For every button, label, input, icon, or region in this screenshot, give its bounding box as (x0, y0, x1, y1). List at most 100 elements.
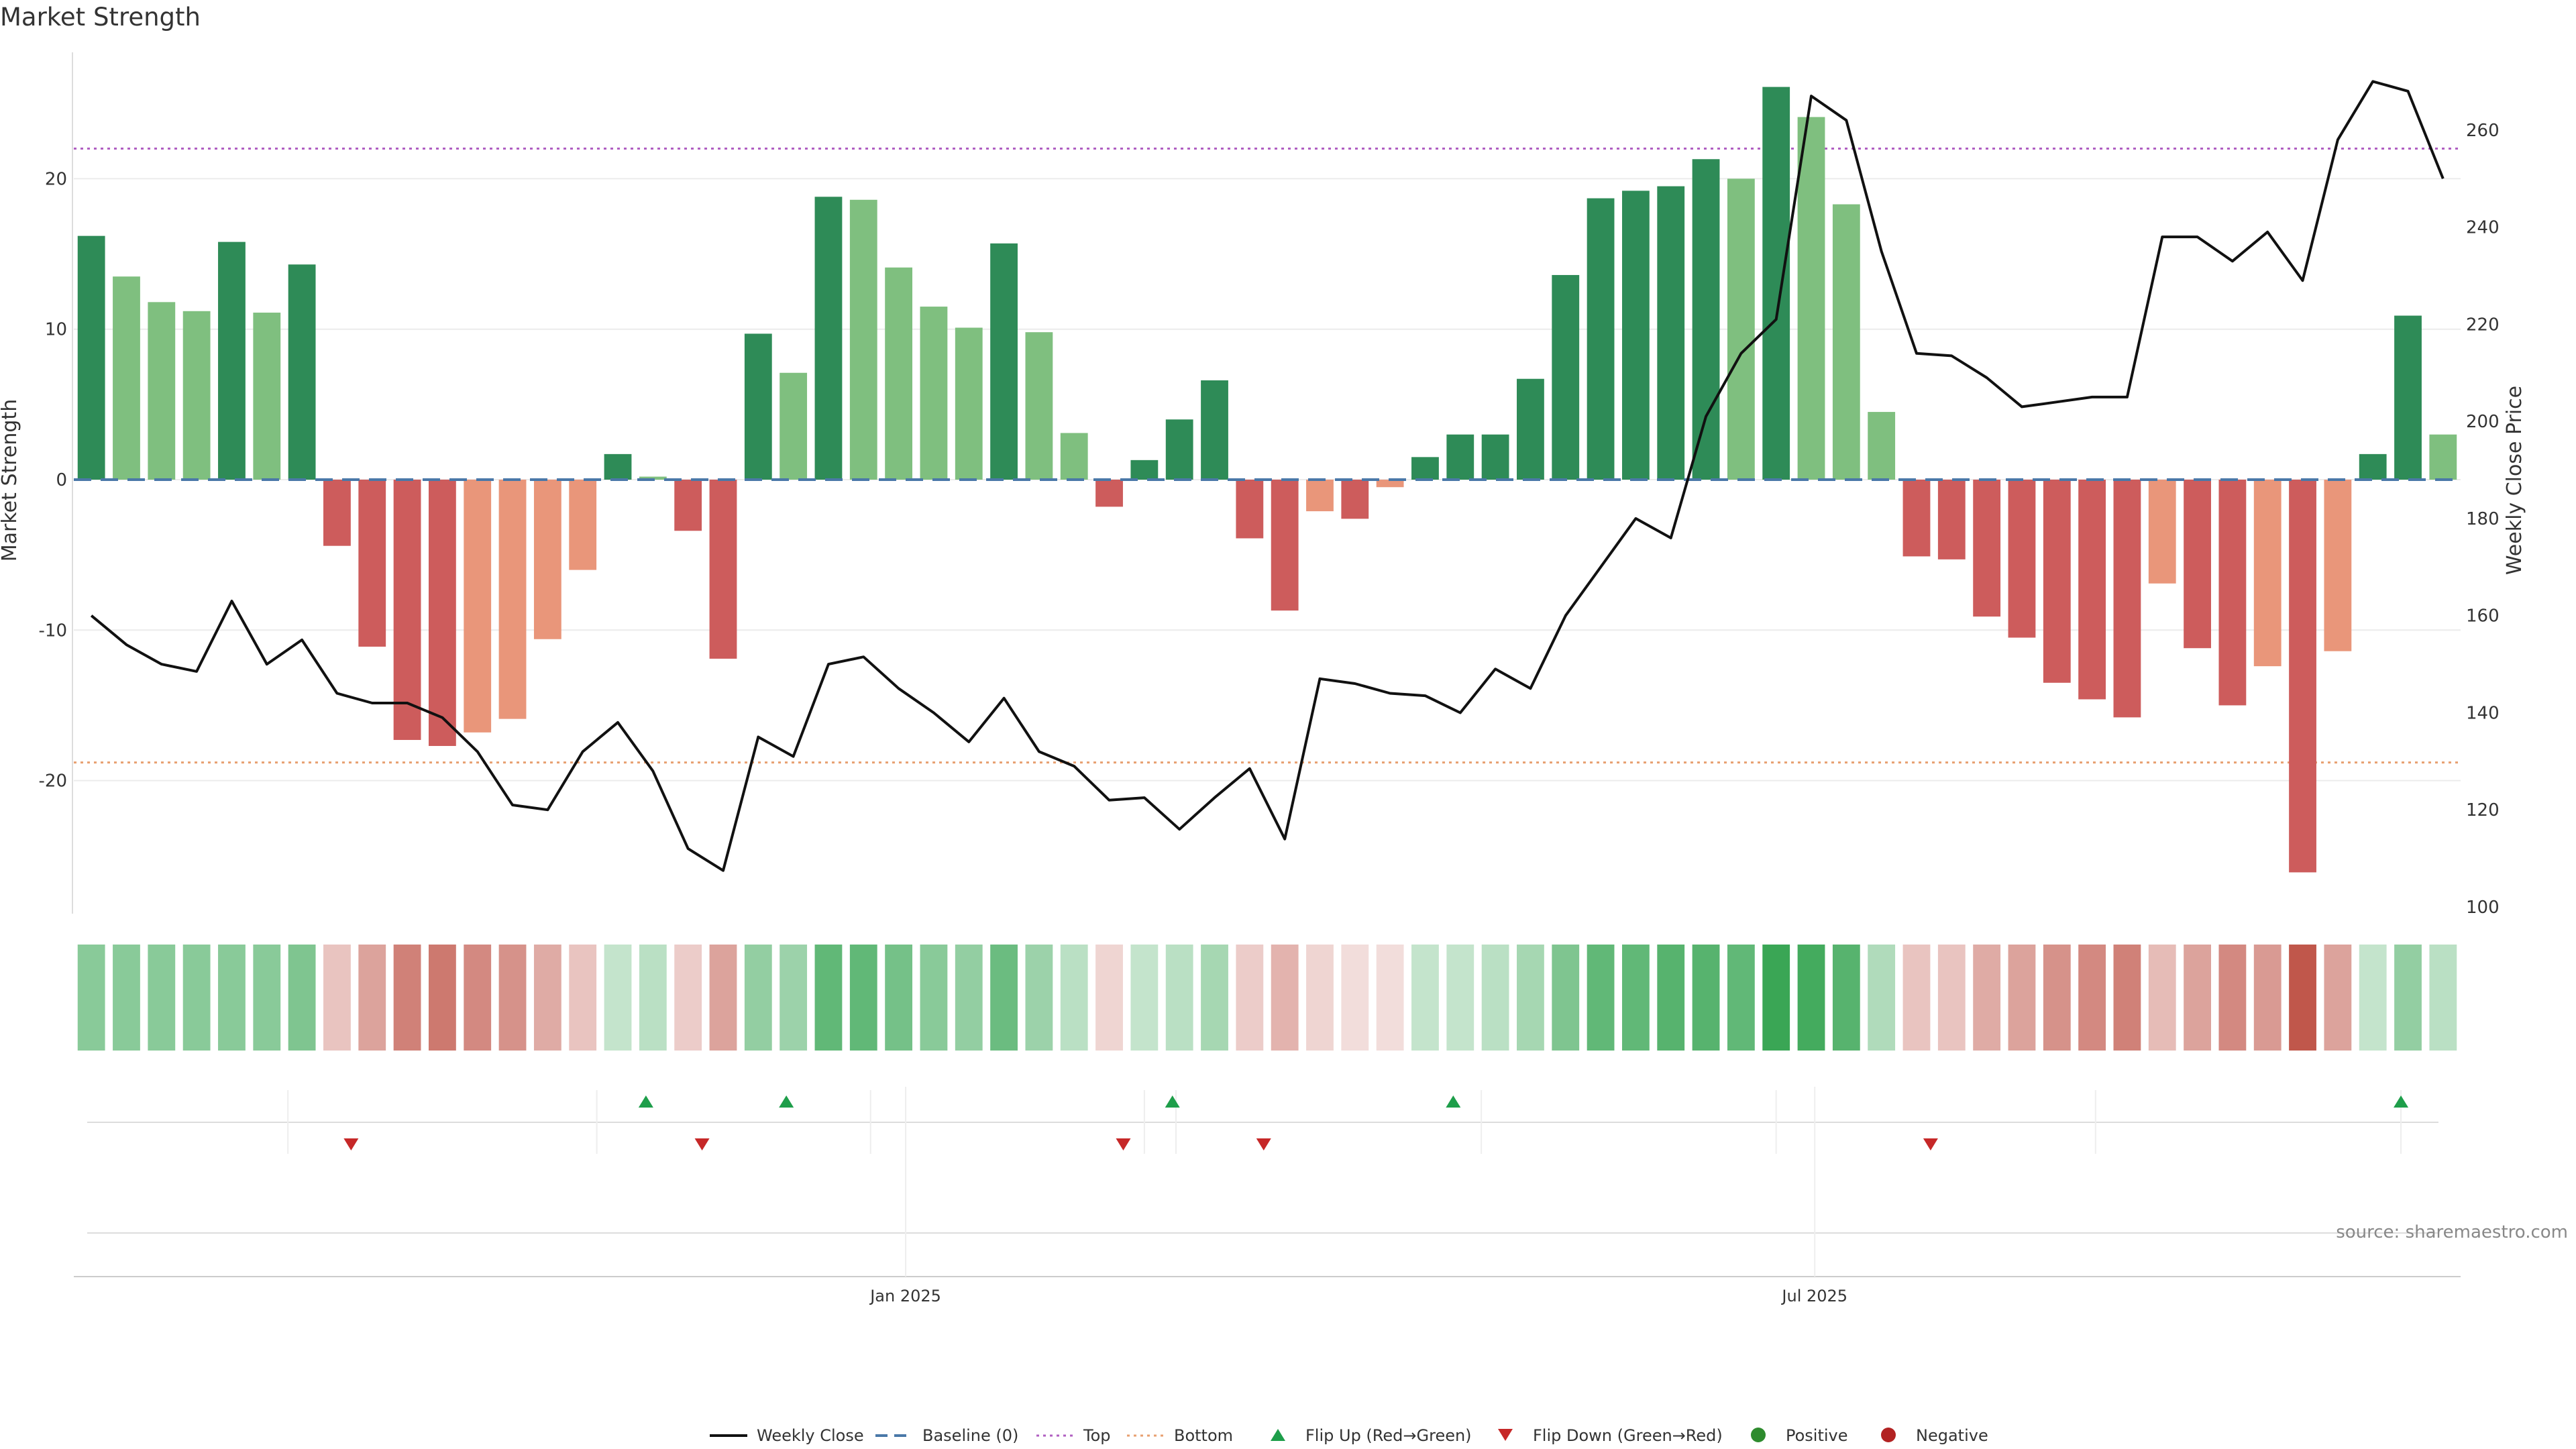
strength-bar (2253, 480, 2282, 667)
strength-bar (1692, 159, 1720, 480)
x-axis: Jan 2025 Jul 2025 (74, 1087, 2461, 1305)
strength-bar (533, 480, 561, 639)
heat-cell (1201, 945, 1228, 1051)
heat-cell (393, 945, 421, 1051)
heat-cell (990, 945, 1018, 1051)
chart-title: Market Strength (0, 3, 201, 32)
strength-bar (814, 197, 843, 480)
strength-bar (709, 480, 737, 659)
heat-cell (814, 945, 843, 1051)
strength-bar (1832, 204, 1860, 480)
heat-cell (323, 945, 351, 1051)
strength-bar (323, 480, 351, 546)
legend-swatch-negative (1881, 1428, 1896, 1442)
legend-item: Positive (1751, 1426, 1848, 1445)
heat-cell (1376, 945, 1404, 1051)
strength-bar (358, 480, 386, 647)
heat-cell (1481, 945, 1509, 1051)
flip-down-marker (694, 1138, 710, 1150)
heat-cell (358, 945, 386, 1051)
strength-bar (428, 480, 456, 747)
strength-bar (1236, 480, 1264, 539)
heat-cell (2218, 945, 2247, 1051)
heat-cell (2113, 945, 2141, 1051)
strength-bar (1517, 378, 1544, 480)
strength-bar (1621, 191, 1650, 480)
strength-bar (1481, 434, 1509, 480)
y-tick-label: 20 (45, 169, 67, 189)
legend-swatch-flip-up (1271, 1429, 1285, 1441)
y-axis-left: -20 -10 0 10 20 (39, 52, 73, 914)
y-tick-label: -10 (39, 621, 67, 641)
heat-cell (2394, 945, 2422, 1051)
x-tick-label: Jan 2025 (869, 1287, 941, 1305)
strength-bar (1937, 480, 1966, 559)
strength-bar (1657, 186, 1685, 480)
strength-bar (1762, 87, 1790, 480)
reference-lines (74, 148, 2461, 764)
strength-bar (1973, 480, 2001, 617)
x-tick-label: Jul 2025 (1780, 1287, 1847, 1305)
heat-cell (464, 945, 492, 1051)
strength-bar (2394, 315, 2422, 480)
heat-cell (1236, 945, 1264, 1051)
heat-cell (2008, 945, 2036, 1051)
strength-bar (1727, 178, 1755, 480)
strength-bar (1130, 460, 1159, 480)
legend-label: Bottom (1174, 1426, 1233, 1445)
heat-cell (1868, 945, 1896, 1051)
strength-bar (1446, 434, 1474, 480)
heat-cell (2324, 945, 2352, 1051)
heat-cell (1130, 945, 1159, 1051)
y2-tick-label: 100 (2466, 898, 2500, 918)
strength-bar (2008, 480, 2036, 638)
legend-swatch-flip-down (1498, 1429, 1513, 1441)
strength-bar (113, 276, 140, 480)
strength-bar (1025, 332, 1053, 480)
y-axis-right: 100 120 140 160 180 200 220 240 260 (2466, 121, 2500, 918)
heat-cell (1060, 945, 1088, 1051)
y2-axis-label: Weekly Close Price (2503, 386, 2526, 575)
strength-bar (1060, 433, 1088, 480)
strength-bar (498, 480, 527, 719)
strength-bar (2429, 434, 2457, 480)
strength-bar (218, 241, 246, 480)
heat-cell (1937, 945, 1966, 1051)
heat-cell (2148, 945, 2176, 1051)
legend-item: Top (1036, 1426, 1111, 1445)
legend-label: Flip Down (Green→Red) (1533, 1426, 1723, 1445)
heat-cell (2184, 945, 2211, 1051)
heat-cell (709, 945, 737, 1051)
flip-up-marker (1165, 1095, 1180, 1108)
heat-cell (744, 945, 772, 1051)
strength-bar (885, 267, 913, 480)
strength-bar (955, 327, 983, 480)
heat-cell (2043, 945, 2071, 1051)
heat-cell (218, 945, 246, 1051)
source-note: source: sharemaestro.com (2336, 1222, 2568, 1242)
heat-cell (1762, 945, 1790, 1051)
legend-item: Negative (1881, 1426, 1988, 1445)
strength-bar (148, 302, 176, 480)
strength-bar (2218, 480, 2247, 706)
y-axis-label: Market Strength (0, 399, 21, 561)
strength-bar (604, 453, 632, 480)
strength-bar (2289, 480, 2316, 873)
flip-up-marker (779, 1095, 794, 1108)
heat-cell (1973, 945, 2001, 1051)
strength-bar (1376, 480, 1404, 488)
heat-cell (2078, 945, 2106, 1051)
flip-up-marker (1446, 1095, 1461, 1108)
flip-up-marker (2394, 1095, 2409, 1108)
strength-bar (288, 264, 316, 480)
heat-cell (849, 945, 877, 1051)
legend-item: Flip Up (Red→Green) (1271, 1426, 1472, 1445)
strength-bar (2184, 480, 2211, 649)
legend-label: Negative (1916, 1426, 1988, 1445)
heat-cell (1692, 945, 1720, 1051)
heat-cell (1095, 945, 1123, 1051)
legend-item: Bottom (1127, 1426, 1233, 1445)
legend-item: Baseline (0) (875, 1426, 1018, 1445)
y2-tick-label: 120 (2466, 800, 2500, 820)
